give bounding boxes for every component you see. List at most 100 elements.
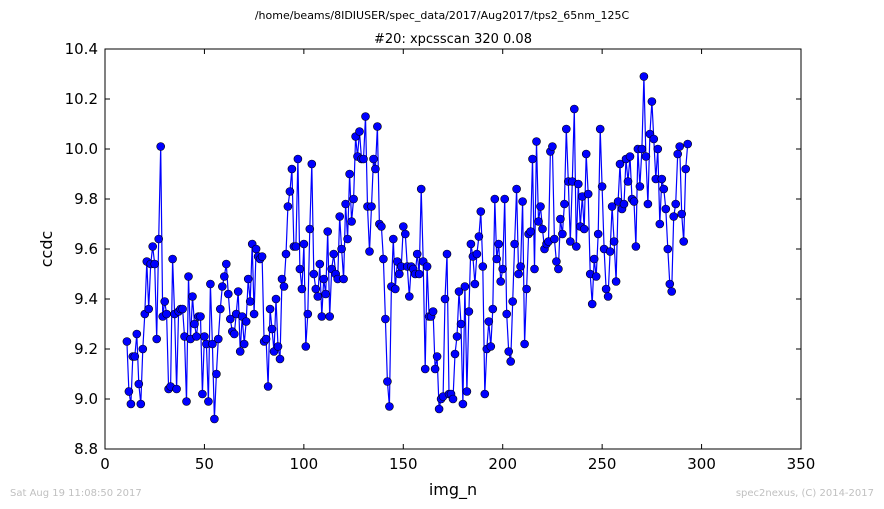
data-point bbox=[460, 282, 470, 291]
data-point bbox=[496, 277, 506, 286]
data-point bbox=[554, 264, 563, 274]
x-tick-label: 350 bbox=[787, 455, 816, 473]
data-point bbox=[434, 404, 444, 414]
data-point bbox=[212, 369, 221, 379]
data-point bbox=[677, 209, 687, 219]
data-point bbox=[148, 242, 157, 251]
data-point bbox=[226, 314, 235, 324]
data-point bbox=[297, 284, 307, 294]
data-point bbox=[661, 204, 671, 214]
data-point bbox=[162, 309, 171, 319]
data-point bbox=[134, 379, 144, 389]
data-point bbox=[210, 414, 219, 424]
data-point bbox=[607, 202, 617, 211]
data-point bbox=[206, 279, 215, 289]
data-point bbox=[239, 339, 249, 349]
data-point bbox=[518, 197, 527, 206]
data-point bbox=[673, 149, 683, 159]
data-point bbox=[532, 137, 541, 146]
data-point bbox=[341, 199, 350, 209]
data-point bbox=[565, 237, 575, 246]
data-point bbox=[349, 194, 358, 204]
data-point bbox=[615, 159, 625, 169]
data-point bbox=[311, 284, 321, 294]
data-point bbox=[321, 289, 331, 299]
data-point bbox=[655, 219, 665, 229]
data-point bbox=[631, 242, 641, 251]
data-point bbox=[508, 297, 518, 306]
data-point bbox=[625, 152, 635, 161]
data-point bbox=[271, 294, 281, 304]
data-point bbox=[309, 269, 319, 279]
y-tick-label: 9.8 bbox=[74, 190, 98, 208]
data-point bbox=[335, 212, 345, 221]
data-point bbox=[188, 292, 197, 301]
data-point bbox=[394, 269, 404, 279]
footer-credit: spec2nexus, (C) 2014-2017 bbox=[735, 488, 874, 499]
data-point bbox=[144, 304, 153, 314]
data-point bbox=[464, 307, 474, 316]
data-point bbox=[514, 269, 523, 279]
data-point bbox=[216, 304, 225, 314]
data-point bbox=[307, 159, 317, 169]
data-point bbox=[647, 97, 657, 106]
data-point bbox=[281, 249, 291, 259]
data-point bbox=[492, 254, 502, 264]
data-point bbox=[663, 244, 673, 254]
data-point bbox=[275, 354, 285, 364]
data-point bbox=[265, 304, 275, 314]
data-point bbox=[484, 317, 494, 326]
y-tick-label: 9.0 bbox=[74, 390, 98, 408]
data-point bbox=[675, 142, 685, 151]
y-axis-ticks: 8.8 9.0 9.2 9.4 9.6 9.8 10.0 10.2 10.4 bbox=[65, 40, 801, 458]
data-point bbox=[126, 399, 136, 409]
data-point bbox=[355, 127, 364, 136]
data-point bbox=[381, 314, 390, 324]
data-point bbox=[178, 304, 187, 314]
data-point bbox=[456, 319, 466, 329]
data-point bbox=[329, 249, 339, 259]
data-point bbox=[593, 229, 603, 239]
data-point bbox=[317, 312, 327, 321]
data-point bbox=[385, 402, 394, 411]
data-point bbox=[502, 309, 512, 319]
data-point bbox=[273, 342, 283, 351]
data-point bbox=[190, 319, 199, 329]
data-point bbox=[196, 312, 205, 321]
data-point bbox=[390, 284, 400, 294]
data-point bbox=[319, 274, 329, 284]
data-point bbox=[442, 249, 452, 259]
data-point bbox=[371, 164, 380, 174]
data-point bbox=[241, 317, 251, 326]
data-point bbox=[579, 224, 589, 234]
data-point bbox=[571, 242, 581, 251]
data-point bbox=[637, 144, 647, 154]
footer-timestamp: Sat Aug 19 11:08:50 2017 bbox=[10, 488, 142, 499]
data-point bbox=[154, 234, 163, 244]
data-point bbox=[623, 177, 633, 186]
data-point bbox=[512, 184, 521, 194]
data-point bbox=[369, 154, 378, 164]
data-point bbox=[124, 387, 134, 396]
data-point bbox=[160, 297, 169, 306]
data-point bbox=[667, 287, 677, 296]
data-point bbox=[683, 139, 693, 149]
data-point bbox=[136, 399, 146, 409]
data-point bbox=[440, 294, 450, 304]
data-point bbox=[653, 144, 663, 154]
data-point bbox=[583, 189, 593, 199]
data-point bbox=[138, 344, 148, 354]
data-point bbox=[669, 212, 679, 221]
data-point bbox=[538, 224, 547, 234]
data-point bbox=[657, 174, 667, 184]
x-tick-label: 150 bbox=[389, 455, 418, 473]
data-point bbox=[448, 394, 458, 404]
data-point bbox=[400, 229, 410, 239]
data-point bbox=[291, 242, 301, 251]
data-point bbox=[534, 217, 543, 226]
data-point bbox=[609, 237, 619, 246]
data-point bbox=[516, 262, 525, 271]
data-point bbox=[233, 287, 243, 296]
plot-area bbox=[104, 48, 802, 450]
data-point bbox=[458, 399, 468, 409]
